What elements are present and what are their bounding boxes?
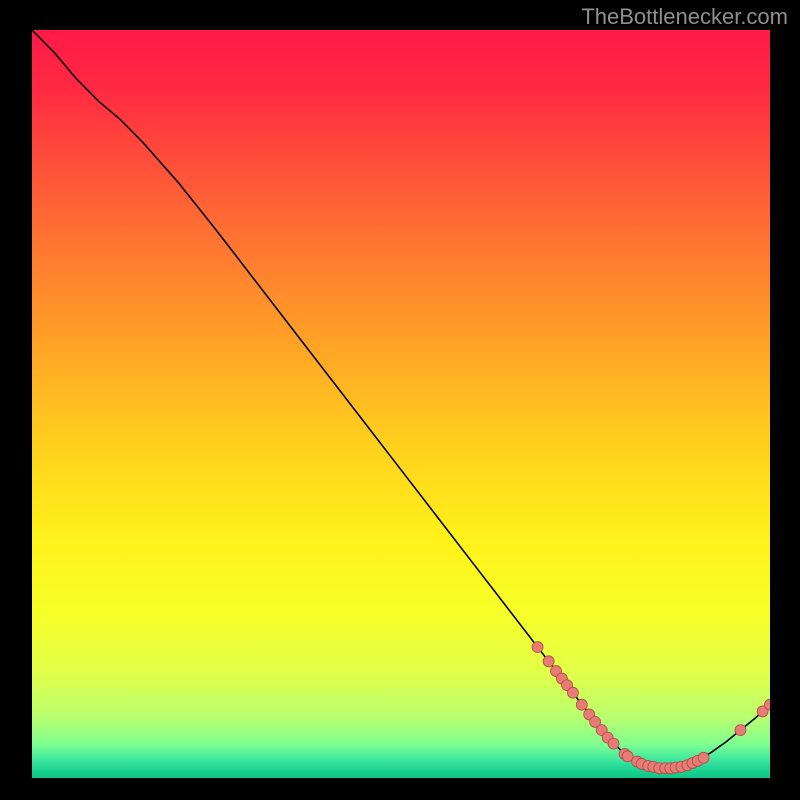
data-marker [735, 725, 746, 736]
data-marker [608, 738, 619, 749]
plot-area [32, 30, 770, 778]
chart-svg [32, 30, 770, 778]
data-marker [622, 751, 633, 762]
data-marker [698, 752, 709, 763]
data-marker [576, 699, 587, 710]
data-marker [567, 687, 578, 698]
watermark-text: TheBottlenecker.com [581, 4, 788, 30]
chart-frame: TheBottlenecker.com [0, 0, 800, 800]
data-marker [532, 642, 543, 653]
data-marker [543, 656, 554, 667]
